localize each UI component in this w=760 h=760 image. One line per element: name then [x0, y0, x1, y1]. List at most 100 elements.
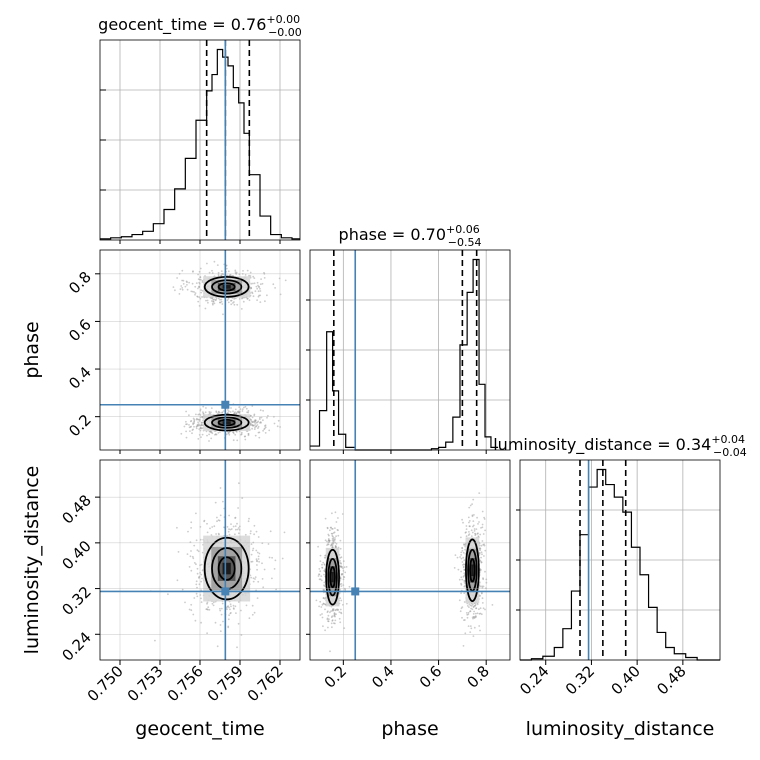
sample-point — [221, 411, 224, 414]
sample-point — [250, 560, 253, 563]
sample-point — [319, 560, 322, 563]
sample-point — [251, 427, 254, 430]
sample-point — [331, 512, 333, 515]
sample-point — [200, 436, 202, 438]
sample-point — [222, 620, 224, 623]
sample-point — [324, 608, 326, 611]
sample-point — [206, 299, 209, 302]
sample-point — [201, 279, 204, 282]
contour-line-2 — [203, 413, 250, 432]
sample-point — [463, 579, 466, 582]
sample-point — [461, 549, 464, 552]
sample-point — [234, 605, 237, 608]
sample-point — [339, 578, 342, 580]
scatter-panel-geocent_time-phase — [99, 249, 301, 451]
truth-marker — [221, 400, 230, 409]
sample-point — [457, 568, 460, 571]
sample-point — [324, 539, 327, 542]
sample-point — [331, 619, 334, 622]
x-tick-label: 0.4 — [368, 662, 398, 692]
sample-point — [186, 423, 188, 425]
sample-point — [192, 613, 195, 616]
sample-point — [256, 281, 259, 284]
sample-point — [481, 526, 484, 529]
sample-point — [340, 565, 342, 568]
sample-point — [255, 425, 257, 427]
sample-point — [232, 607, 235, 610]
sample-point — [193, 544, 196, 547]
sample-point — [230, 299, 232, 302]
sample-point — [322, 561, 325, 564]
sample-point — [238, 411, 240, 414]
sample-point — [332, 608, 334, 611]
sample-point — [234, 411, 237, 414]
sample-point — [217, 271, 220, 274]
sample-point — [460, 536, 462, 539]
sample-point — [210, 534, 213, 536]
sample-point — [466, 605, 469, 607]
sample-point — [327, 533, 330, 536]
sample-point — [205, 299, 207, 302]
sample-point — [204, 411, 207, 414]
sample-point — [225, 267, 228, 270]
sample-point — [211, 302, 214, 305]
sample-point — [323, 581, 326, 584]
sample-point — [185, 420, 187, 423]
sample-point — [186, 284, 188, 286]
density-cell — [471, 564, 474, 577]
sample-point — [315, 599, 318, 602]
sample-point — [259, 283, 262, 286]
sample-point — [331, 544, 334, 547]
sample-point — [471, 503, 473, 505]
sample-point — [335, 613, 337, 616]
sample-point — [236, 646, 238, 649]
sample-point — [317, 545, 319, 548]
sample-point — [193, 597, 196, 599]
sample-point — [470, 607, 472, 610]
sample-point — [201, 577, 203, 580]
sample-point — [471, 514, 474, 517]
sample-point — [188, 424, 190, 426]
sample-point — [193, 562, 196, 564]
sample-point — [461, 561, 464, 563]
sample-point — [323, 584, 325, 587]
sample-point — [249, 276, 252, 279]
sample-point — [211, 272, 214, 274]
sample-point — [330, 616, 333, 619]
sample-point — [472, 635, 475, 637]
x-tick-label: 0.753 — [124, 662, 167, 705]
sample-point — [283, 531, 286, 534]
sample-point — [331, 528, 334, 530]
sample-point — [460, 554, 462, 556]
x-tick-label: 0.762 — [244, 662, 287, 705]
sample-point — [334, 619, 337, 622]
sample-point — [209, 527, 211, 530]
sample-point — [234, 533, 236, 536]
sample-point — [253, 524, 256, 527]
sample-point — [216, 516, 218, 519]
sample-point — [229, 608, 231, 611]
sample-point — [227, 301, 230, 304]
sample-point — [474, 534, 477, 537]
sample-point — [273, 422, 276, 425]
sample-point — [338, 617, 341, 620]
sample-point — [188, 281, 191, 284]
x-tick-label: 0.750 — [84, 662, 127, 705]
x-axis-label-geocent_time: geocent_time — [135, 718, 264, 740]
sample-point — [206, 632, 209, 635]
sample-point — [250, 576, 253, 579]
sample-point — [195, 563, 197, 566]
sample-point — [179, 288, 182, 291]
sample-point — [328, 539, 330, 542]
sample-point — [330, 610, 332, 612]
sample-point — [460, 592, 462, 595]
sample-point — [321, 566, 323, 569]
sample-point — [240, 431, 243, 434]
sample-point — [233, 301, 235, 303]
sample-point — [472, 498, 475, 501]
sample-point — [339, 562, 342, 564]
sample-point — [172, 286, 175, 288]
sample-point — [479, 607, 482, 610]
sample-point — [252, 282, 254, 285]
